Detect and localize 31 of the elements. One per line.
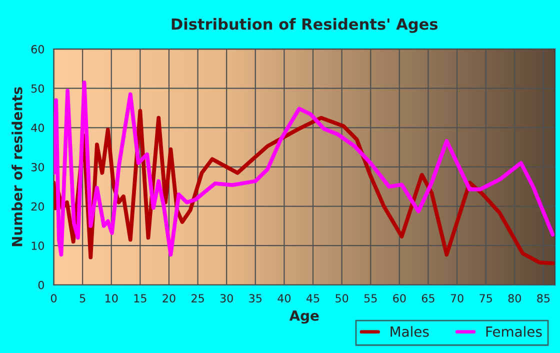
chart-title: Distribution of Residents' Ages <box>172 18 438 33</box>
line-series <box>54 80 555 257</box>
x-tick-label: 75 <box>480 294 492 302</box>
legend-label: Females <box>486 326 542 337</box>
x-tick-label: 35 <box>249 294 262 302</box>
x-tick-label: 5 <box>80 294 86 302</box>
y-tick-label: 20 <box>31 202 44 211</box>
x-tick-label: 85 <box>537 294 550 302</box>
x-tick-label: 45 <box>306 294 320 302</box>
x-tick-label: 20 <box>162 294 176 302</box>
legend-label: Males <box>390 326 429 337</box>
x-tick-label: 10 <box>106 294 118 302</box>
y-tick-label: 60 <box>31 45 44 54</box>
x-tick-label: 40 <box>278 294 291 302</box>
y-axis-title: Number of residents <box>12 87 22 246</box>
y-tick-label: 50 <box>31 84 44 93</box>
x-tick-label: 0 <box>50 294 57 302</box>
x-tick-label: 60 <box>393 294 406 302</box>
y-tick-label: 30 <box>31 162 44 172</box>
x-tick-label: 50 <box>336 294 348 302</box>
x-tick-label: 25 <box>192 294 204 302</box>
y-tick-label: 40 <box>31 124 44 132</box>
x-tick-label: 70 <box>450 294 464 302</box>
x-tick-label: 30 <box>220 294 233 302</box>
y-tick-label: 10 <box>32 242 44 250</box>
x-axis-title: Age <box>289 310 319 324</box>
x-tick-label: 15 <box>134 294 146 302</box>
y-tick-label: 0 <box>38 280 44 290</box>
x-tick-label: 65 <box>422 294 434 302</box>
x-tick-label: 80 <box>508 294 521 302</box>
x-tick-label: 55 <box>364 294 377 302</box>
